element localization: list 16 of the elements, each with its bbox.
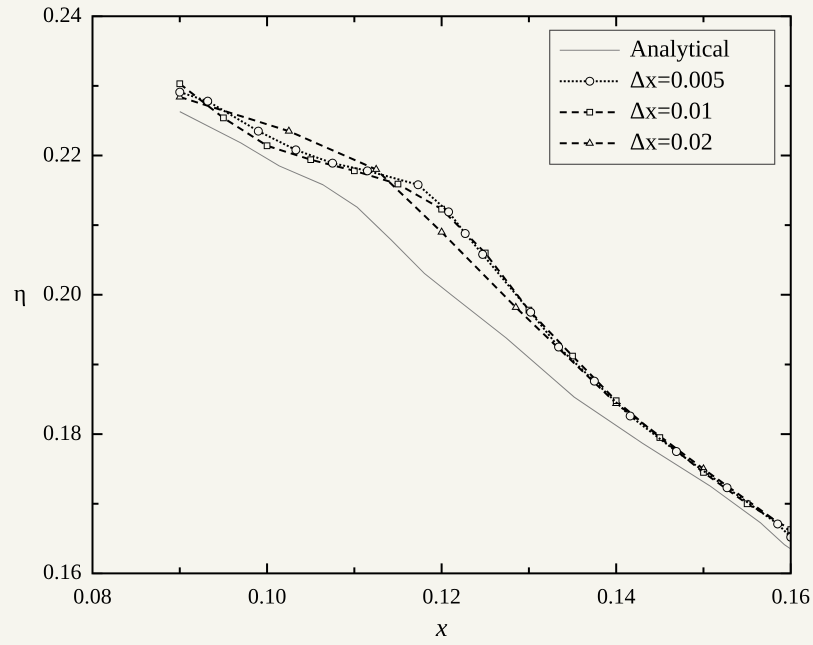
y-tick-label: 0.20	[43, 280, 82, 306]
y-tick-label: 0.18	[43, 420, 82, 445]
x-tick-label: 0.16	[772, 583, 810, 608]
x-tick-label: 0.14	[596, 583, 636, 608]
x-tick-label: 0.10	[248, 583, 286, 608]
legend-label: Δx=0.01	[630, 98, 713, 124]
y-tick-label: 0.24	[43, 2, 82, 27]
legend-label: Δx=0.005	[630, 67, 725, 94]
x-tick-label: 0.12	[422, 583, 461, 608]
legend-label: Δx=0.02	[630, 129, 713, 156]
legend-label: Analytical	[630, 36, 730, 62]
x-axis-title: x	[434, 613, 448, 642]
y-tick-label: 0.16	[43, 559, 82, 584]
x-tick-label: 0.08	[73, 583, 112, 608]
y-axis-title: η	[14, 281, 26, 308]
y-tick-label: 0.22	[43, 141, 82, 166]
